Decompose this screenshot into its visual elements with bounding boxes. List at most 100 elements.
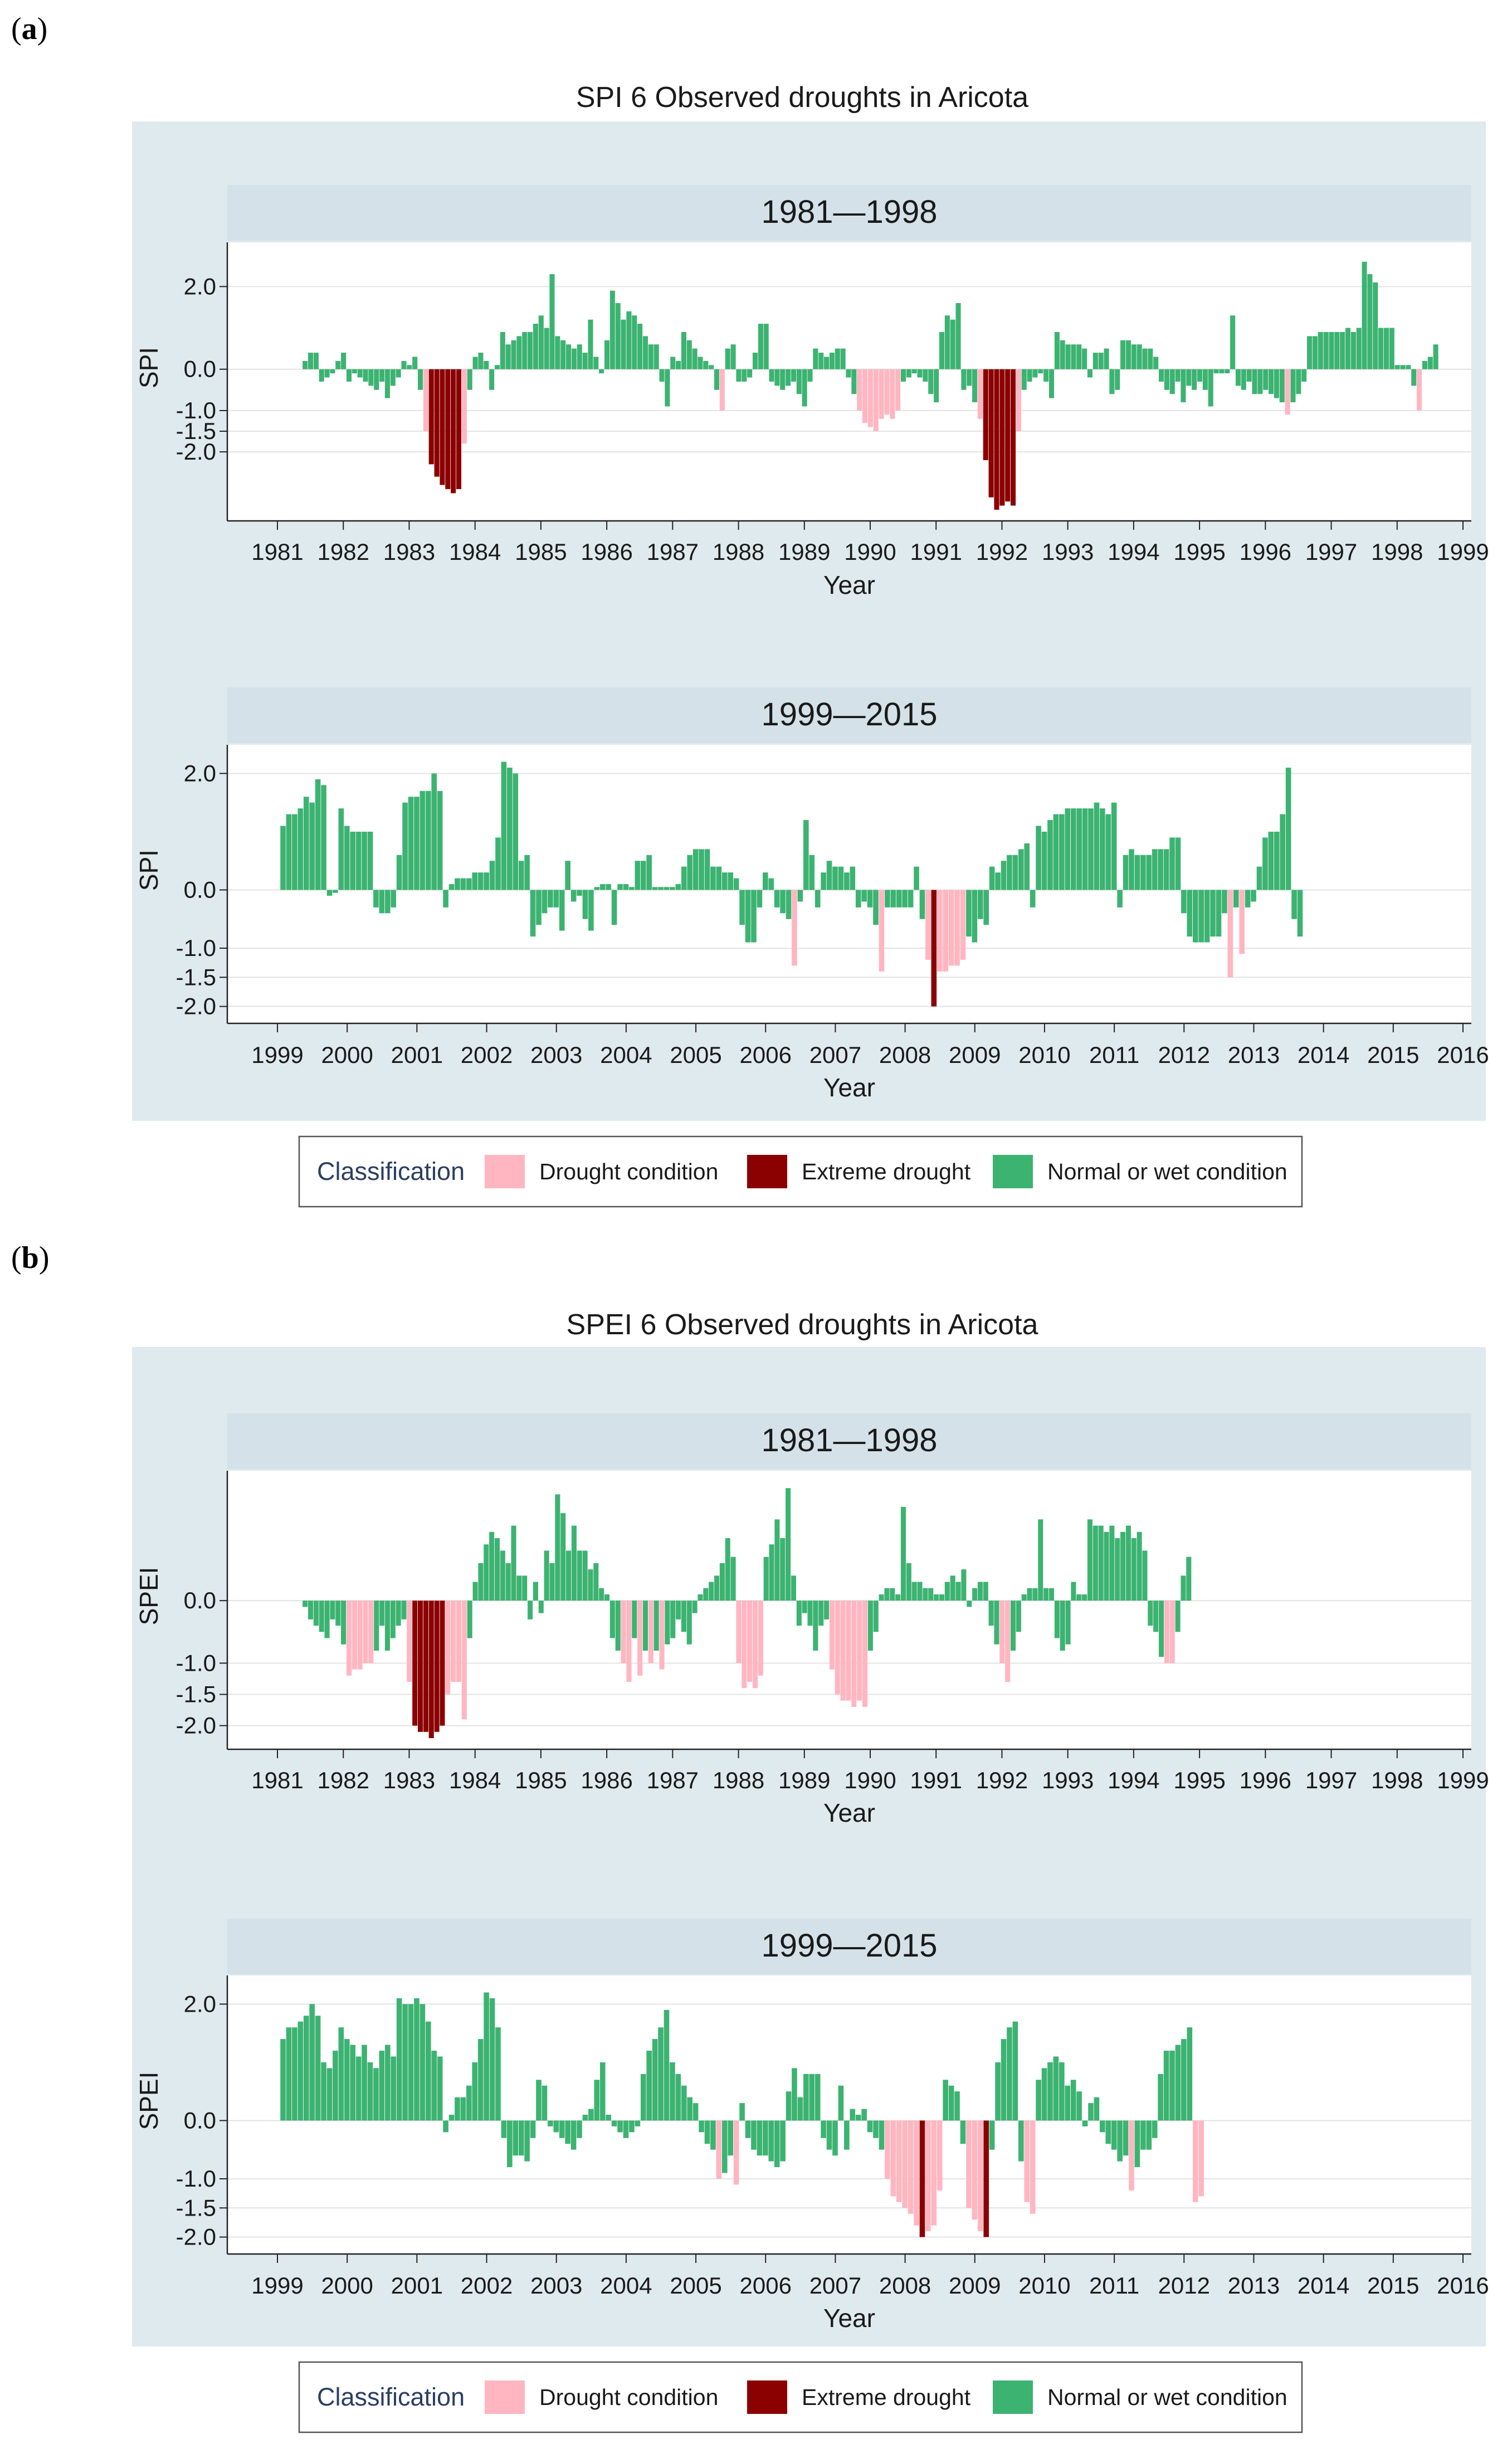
bar-normal: [1152, 2120, 1158, 2138]
bar-normal: [1012, 2021, 1018, 2121]
bar-drought: [908, 2120, 914, 2214]
bar-normal: [911, 1582, 917, 1601]
x-tick-label: 1989: [778, 539, 830, 565]
bar-normal: [1100, 808, 1105, 890]
bar-normal: [890, 890, 896, 908]
bar-normal: [533, 1582, 538, 1601]
bar-normal: [367, 831, 373, 890]
bar-normal: [867, 1601, 873, 1651]
bar-normal: [670, 2062, 675, 2121]
bar-normal: [692, 348, 698, 369]
bar-normal: [821, 872, 826, 890]
bar-normal: [448, 2115, 455, 2121]
bar-normal: [944, 1582, 950, 1601]
bar-normal: [588, 319, 593, 369]
bar-normal: [1109, 1525, 1115, 1601]
bar-normal: [814, 2074, 821, 2121]
bar-normal: [1007, 2027, 1012, 2121]
bar-drought: [925, 2120, 931, 2232]
legend-swatch-drought: [485, 1155, 525, 1188]
bar-normal: [489, 369, 495, 390]
bar-normal: [326, 2068, 333, 2121]
bar-normal: [988, 1601, 994, 1626]
bar-normal: [703, 360, 709, 369]
bar-normal: [472, 357, 478, 369]
bar-drought: [451, 1601, 456, 1682]
bar-normal: [629, 887, 635, 890]
bar-extreme: [994, 369, 999, 510]
y-tick-label: 2.0: [184, 273, 216, 299]
bar-normal: [840, 348, 846, 369]
bar-drought: [1129, 2120, 1134, 2191]
bar-normal: [384, 369, 390, 398]
bar-normal: [844, 872, 850, 890]
bar-drought: [977, 369, 983, 419]
strip-label: 1999—2015: [761, 696, 937, 733]
bar-normal: [566, 344, 572, 369]
bar-extreme: [999, 369, 1005, 506]
y-tick-label: -2.0: [176, 993, 216, 1019]
bar-normal: [330, 1601, 335, 1619]
bar-normal: [802, 1601, 807, 1613]
bar-normal: [1104, 1531, 1109, 1601]
bar-normal: [511, 1525, 516, 1601]
x-tick-label: 2014: [1298, 2272, 1349, 2299]
bar-normal: [565, 2120, 570, 2144]
bar-normal: [664, 887, 670, 890]
legend-swatch-normal: [993, 2380, 1033, 2414]
bar-drought: [1005, 1601, 1011, 1682]
bar-normal: [923, 1588, 928, 1601]
bar-normal: [426, 791, 431, 890]
bar-normal: [716, 866, 722, 890]
bar-normal: [739, 890, 745, 925]
bar-normal: [1032, 1588, 1038, 1601]
bar-normal: [396, 369, 401, 378]
bar-normal: [699, 2120, 704, 2133]
bar-normal: [1012, 855, 1018, 890]
bar-normal: [1001, 2039, 1007, 2121]
bar-normal: [582, 2115, 588, 2121]
bar-normal: [879, 1594, 884, 1601]
bar-normal: [570, 2120, 577, 2150]
bar-normal: [977, 1582, 983, 1601]
bar-normal: [1394, 365, 1400, 369]
bar-normal: [1032, 369, 1038, 378]
bar-normal: [355, 831, 362, 890]
bar-normal: [1280, 814, 1286, 890]
bar-normal: [1125, 340, 1131, 369]
bar-normal: [861, 890, 867, 902]
bar-normal: [719, 1563, 725, 1601]
bar-normal: [553, 2120, 559, 2133]
x-tick-label: 1993: [1042, 1767, 1094, 1793]
bar-normal: [412, 357, 418, 369]
bar-normal: [1011, 1601, 1016, 1651]
bar-drought: [937, 890, 943, 972]
x-tick-label: 1999: [1437, 539, 1489, 565]
bar-normal: [1186, 369, 1192, 386]
bar-normal: [967, 369, 972, 386]
bar-normal: [714, 1575, 720, 1601]
x-tick-label: 1993: [1042, 539, 1094, 565]
panel-label: (a): [11, 12, 47, 46]
bar-normal: [1222, 890, 1227, 914]
bar-normal: [961, 369, 967, 390]
bar-normal: [895, 1594, 901, 1601]
bar-normal: [1187, 890, 1193, 937]
bar-normal: [995, 872, 1001, 890]
bar-drought: [621, 1601, 626, 1663]
bar-normal: [1175, 837, 1181, 890]
bar-normal: [1340, 331, 1345, 369]
bar-normal: [1082, 348, 1087, 369]
x-tick-label: 1984: [449, 539, 501, 565]
bar-normal: [1148, 348, 1153, 369]
strip-label: 1999—2015: [761, 1928, 937, 1964]
bar-normal: [1269, 369, 1274, 394]
bar-normal: [813, 348, 818, 369]
y-tick-label: -1.5: [176, 2194, 216, 2221]
bar-normal: [1153, 357, 1159, 369]
bar-normal: [611, 890, 617, 925]
bar-normal: [1092, 1525, 1098, 1601]
legend-title: Classification: [317, 1157, 465, 1186]
bar-normal: [309, 2004, 315, 2121]
